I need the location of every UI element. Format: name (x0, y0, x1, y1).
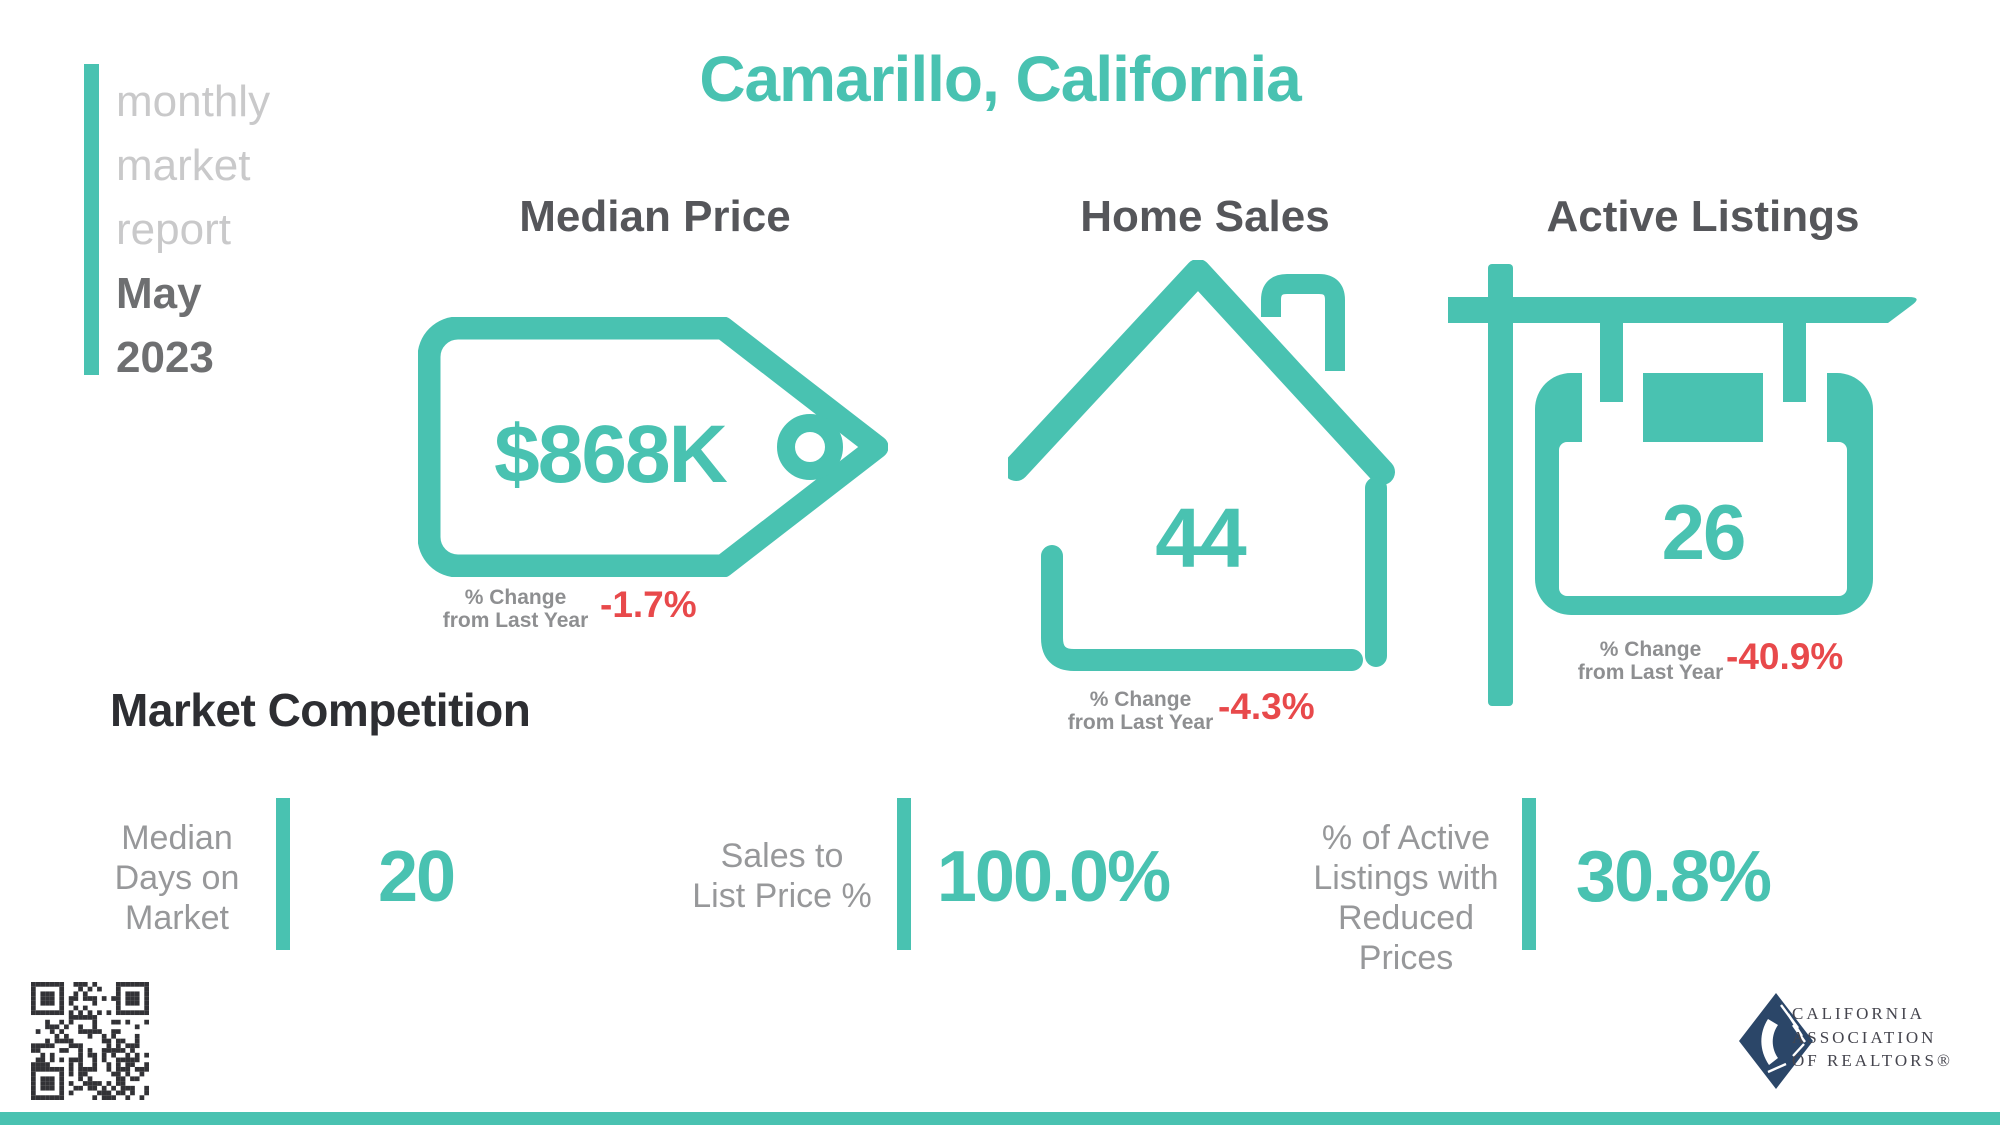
stat-label-line: Median (121, 819, 233, 857)
qr-code (31, 982, 149, 1100)
org-line: OF REALTORS® (1792, 1051, 1953, 1070)
reduced-prices-label: % of Active Listings with Reduced Prices (1296, 818, 1516, 978)
stat-label-line: Sales to (720, 837, 844, 875)
market-competition-heading: Market Competition (110, 684, 531, 736)
page-title: Camarillo, California (699, 43, 1301, 115)
home-sales-change-value: -4.3% (1218, 686, 1315, 727)
change-label-line: from Last Year (1067, 711, 1214, 734)
reduced-prices-value: 30.8% (1575, 837, 1772, 917)
stat-label-line: Market (125, 899, 229, 937)
sidebar-accent-bar (84, 64, 99, 375)
stat-label-line: Listings with (1313, 859, 1499, 897)
active-listings-heading: Active Listings (1546, 192, 1860, 241)
stat-divider-bar (897, 798, 911, 950)
median-price-change-value: -1.7% (600, 584, 697, 625)
car-association-logo-icon (1739, 993, 1813, 1089)
report-brand: monthly market report May 2023 (116, 70, 270, 390)
home-sales-value: 44 (1155, 491, 1246, 585)
change-label-line: from Last Year (1577, 661, 1724, 684)
active-listings-change-label: % Change from Last Year (1548, 638, 1753, 684)
brand-line: report (116, 205, 231, 254)
report-year: 2023 (116, 333, 214, 382)
footer-accent-bar (0, 1112, 2000, 1125)
org-line: CALIFORNIA (1792, 1004, 1925, 1023)
org-line: ASSOCIATION (1792, 1027, 1937, 1047)
brand-line: monthly (116, 77, 271, 126)
stat-label-line: List Price % (692, 877, 872, 915)
house-icon (1008, 260, 1395, 671)
stat-label-line: Reduced Prices (1337, 899, 1475, 977)
median-price-heading: Median Price (519, 192, 791, 241)
change-label-line: % Change (1599, 638, 1702, 661)
change-label-line: % Change (1089, 688, 1192, 711)
active-listings-value: 26 (1661, 488, 1747, 576)
change-label-line: % Change (464, 586, 567, 609)
home-sales-change-label: % Change from Last Year (1038, 688, 1243, 734)
car-association-name: CALIFORNIA ASSOCIATION OF REALTORS® (1792, 1002, 1953, 1073)
active-listings-change-value: -40.9% (1726, 636, 1844, 677)
report-month: May (116, 269, 202, 318)
median-price-change-label: % Change from Last Year (413, 586, 618, 632)
stat-label-line: % of Active (1321, 819, 1491, 857)
median-days-on-market-value: 20 (377, 837, 456, 917)
median-days-on-market-label: Median Days on Market (77, 818, 277, 938)
median-price-value: $868K (494, 409, 728, 500)
brand-line: market (116, 141, 251, 190)
sales-to-list-price-label: Sales to List Price % (672, 836, 892, 916)
stat-divider-bar (276, 798, 290, 950)
price-tag-icon (418, 317, 888, 577)
stat-divider-bar (1522, 798, 1536, 950)
change-label-line: from Last Year (442, 609, 589, 632)
for-sale-sign-icon (1448, 264, 1917, 706)
home-sales-heading: Home Sales (1080, 192, 1330, 241)
stat-label-line: Days on (114, 859, 240, 897)
sales-to-list-price-value: 100.0% (936, 837, 1171, 917)
